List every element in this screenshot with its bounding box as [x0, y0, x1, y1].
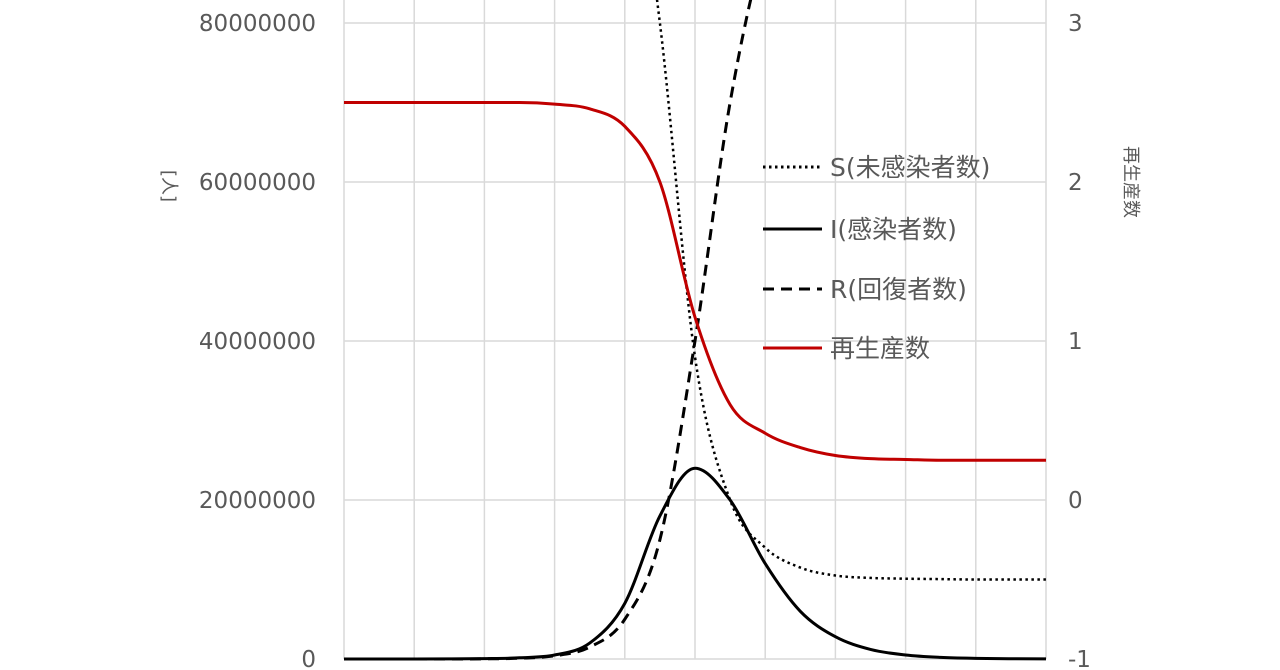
y2-tick-label: 0: [1068, 488, 1083, 514]
series-line-4: [344, 101, 1046, 462]
legend-label-3: R(回復者数): [830, 275, 967, 304]
series-line-3: [343, 0, 753, 661]
series-lines: [343, 0, 1047, 661]
y-axis-title: [人]: [158, 170, 179, 202]
legend: S(未感染者数) I(感染者数) R(回復者数) 再生産数: [763, 153, 990, 363]
y2-tick-label: -1: [1068, 647, 1091, 670]
y-tick-label: 60000000: [199, 170, 316, 196]
y2-axis-ticks: -1 0 1 2 3: [1068, 11, 1091, 670]
legend-label-4: 再生産数: [830, 334, 930, 363]
y-tick-label: 40000000: [199, 329, 316, 355]
legend-label-1: S(未感染者数): [830, 153, 990, 182]
y-tick-label: 0: [301, 647, 316, 670]
y-axis-ticks: 0 20000000 40000000 60000000 80000000: [199, 11, 316, 670]
y2-tick-label: 1: [1068, 329, 1083, 355]
y-tick-label: 20000000: [199, 488, 316, 514]
y2-axis-title: 再生産数: [1120, 146, 1141, 218]
y2-tick-label: 2: [1068, 170, 1083, 196]
y2-tick-label: 3: [1068, 11, 1083, 37]
legend-label-2: I(感染者数): [830, 215, 957, 244]
y-tick-label: 80000000: [199, 11, 316, 37]
gridlines: [343, 0, 1047, 660]
